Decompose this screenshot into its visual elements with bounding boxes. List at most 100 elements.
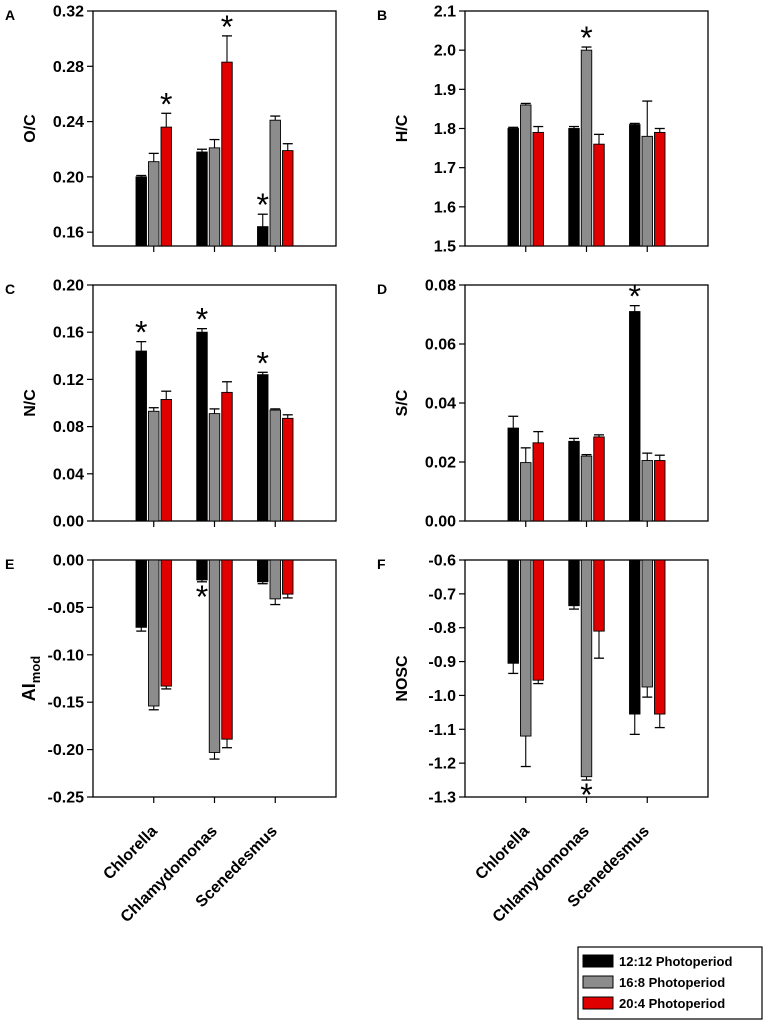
y-tick-label: 0.20 bbox=[53, 278, 84, 295]
significance-star: * bbox=[196, 579, 208, 615]
bar bbox=[269, 409, 281, 522]
y-tick-label: 0.20 bbox=[53, 169, 84, 186]
y-tick-label: -1.1 bbox=[428, 722, 456, 739]
bar bbox=[208, 559, 221, 753]
y-axis-label: O/C bbox=[22, 114, 39, 143]
y-tick-label: 0.08 bbox=[53, 419, 84, 436]
bar bbox=[520, 559, 532, 737]
y-tick-label: 0.04 bbox=[53, 466, 84, 483]
y-tick-label: -0.20 bbox=[48, 742, 85, 759]
bar bbox=[196, 331, 208, 522]
y-tick-label: 0.06 bbox=[425, 337, 456, 354]
significance-star: * bbox=[580, 777, 592, 813]
significance-star: * bbox=[221, 9, 233, 45]
y-axis-label: NOSC bbox=[394, 655, 411, 702]
bar bbox=[520, 104, 532, 247]
y-tick-label: 0.28 bbox=[53, 59, 84, 76]
y-tick-label: -1.3 bbox=[428, 790, 456, 807]
y-tick-label: 1.8 bbox=[434, 121, 456, 138]
y-tick-label: 0.02 bbox=[425, 455, 456, 472]
y-tick-label: 0.00 bbox=[53, 514, 84, 531]
bar bbox=[593, 436, 605, 522]
y-axis-label: S/C bbox=[394, 389, 411, 416]
bar bbox=[532, 131, 544, 247]
bar bbox=[593, 143, 605, 247]
bar bbox=[148, 161, 160, 247]
bar bbox=[208, 413, 221, 522]
y-tick-label: 0.16 bbox=[53, 325, 84, 342]
legend-label-12-12: 12:12 Photoperiod bbox=[619, 954, 732, 969]
panel-label: C bbox=[5, 281, 15, 297]
panel-label: B bbox=[377, 7, 387, 23]
bar bbox=[269, 559, 281, 600]
significance-star: * bbox=[629, 279, 641, 315]
bar bbox=[520, 462, 532, 522]
bar bbox=[196, 151, 208, 247]
bar bbox=[160, 559, 172, 687]
y-tick-label: 0.04 bbox=[425, 396, 456, 413]
bar bbox=[641, 135, 653, 247]
y-tick-label: -1.0 bbox=[428, 688, 456, 705]
bar bbox=[641, 559, 653, 688]
y-tick-label: 1.9 bbox=[434, 82, 456, 99]
panel-d: 0.00 0.02 0.04 0.06 0.08 D S/C * bbox=[377, 278, 709, 531]
bar bbox=[160, 399, 172, 522]
y-tick-label: 0.00 bbox=[425, 514, 456, 531]
bar bbox=[507, 559, 519, 664]
y-tick-label: 1.7 bbox=[434, 160, 456, 177]
significance-star: * bbox=[196, 302, 208, 338]
bar bbox=[580, 455, 593, 522]
bar bbox=[221, 391, 233, 522]
bar bbox=[282, 559, 294, 595]
bar bbox=[532, 559, 544, 681]
y-tick-label: -0.10 bbox=[48, 647, 85, 664]
bar bbox=[148, 410, 160, 522]
bar bbox=[208, 147, 221, 247]
panel-f: -0.6 -0.7 -0.8 -0.9 -1.0 -1.1 -1.2 -1.3 F NOSC * bbox=[377, 553, 709, 813]
legend-label-16-8: 16:8 Photoperiod bbox=[619, 975, 725, 990]
bar bbox=[282, 417, 294, 522]
legend-swatch-16-8 bbox=[582, 975, 614, 989]
significance-star: * bbox=[257, 345, 269, 381]
y-tick-label: -0.7 bbox=[428, 586, 456, 603]
y-tick-label: 1.6 bbox=[434, 199, 456, 216]
y-axis-label: N/C bbox=[22, 389, 39, 417]
bar bbox=[282, 150, 294, 247]
bar bbox=[568, 128, 580, 247]
y-tick-label: 1.5 bbox=[434, 239, 456, 256]
bar bbox=[568, 559, 580, 607]
y-tick-label: 0.08 bbox=[425, 278, 456, 295]
y-axis-label: AImod bbox=[19, 656, 43, 702]
bar bbox=[641, 460, 653, 522]
bar bbox=[580, 49, 593, 247]
y-tick-label: 0.32 bbox=[53, 4, 84, 21]
legend-swatch-12-12 bbox=[582, 954, 614, 968]
category-labels-left: Chlorella Chlamydomonas Scenedesmus bbox=[100, 823, 281, 926]
bar bbox=[257, 374, 269, 522]
bar bbox=[507, 427, 519, 522]
category-label: Chlorella bbox=[100, 823, 161, 884]
bar bbox=[654, 559, 666, 715]
y-tick-label: -0.25 bbox=[48, 790, 85, 807]
bar bbox=[532, 442, 544, 522]
bar bbox=[148, 559, 160, 707]
bar bbox=[654, 131, 666, 247]
bar bbox=[629, 311, 641, 522]
bar bbox=[257, 559, 269, 583]
panel-e: 0.00 -0.05 -0.10 -0.15 -0.20 -0.25 E AImod * bbox=[5, 553, 337, 807]
bar bbox=[654, 460, 666, 522]
significance-star: * bbox=[257, 187, 269, 223]
bar bbox=[580, 559, 593, 778]
category-label: Chlorella bbox=[472, 823, 533, 884]
bar bbox=[507, 128, 519, 247]
panel-a: 0.16 0.20 0.24 0.28 0.32 A O/C * * * bbox=[5, 4, 337, 252]
significance-star: * bbox=[160, 86, 172, 122]
y-tick-label: -0.15 bbox=[48, 695, 85, 712]
category-labels-right: Chlorella Chlamydomonas Scenedesmus bbox=[472, 823, 653, 926]
bar bbox=[196, 559, 208, 581]
y-axis-label: H/C bbox=[394, 114, 411, 142]
legend-label-20-4: 20:4 Photoperiod bbox=[619, 996, 725, 1011]
bar bbox=[160, 126, 172, 247]
y-tick-label: -0.9 bbox=[428, 654, 456, 671]
